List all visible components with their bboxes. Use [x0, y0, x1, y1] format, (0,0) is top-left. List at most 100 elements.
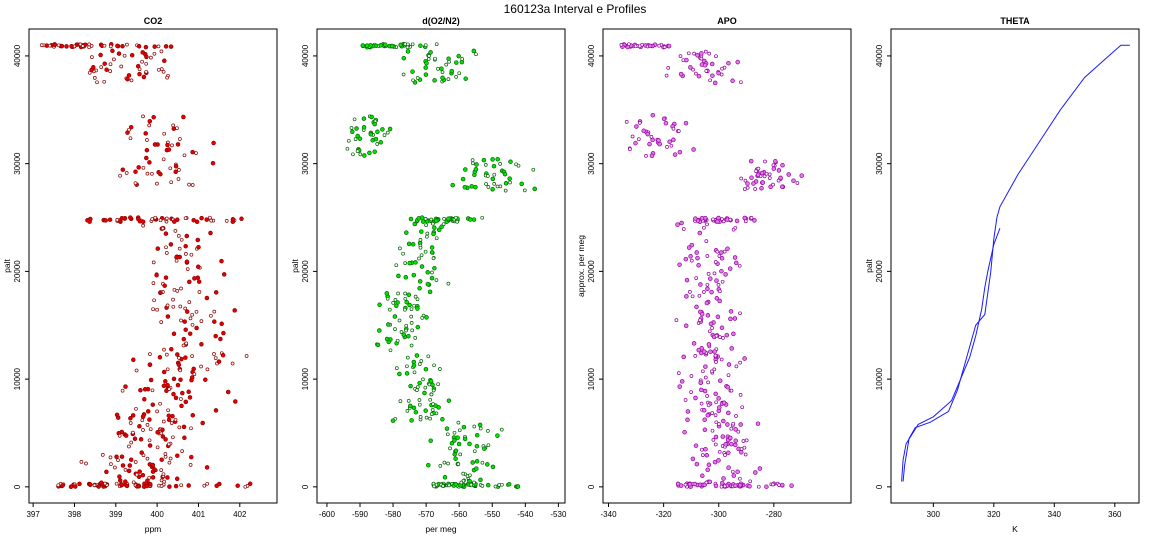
data-point [725, 246, 730, 251]
data-point [444, 62, 449, 67]
y-tick-label: 30000 [13, 152, 22, 175]
plot-area [39, 42, 253, 490]
data-point [98, 52, 103, 58]
data-point [168, 44, 174, 49]
data-point [483, 163, 488, 167]
data-point [171, 126, 177, 131]
data-point [159, 320, 164, 324]
data-point [468, 217, 473, 222]
data-point [220, 352, 226, 358]
data-point [406, 292, 412, 298]
data-point [152, 142, 158, 147]
plot-frame [602, 28, 852, 504]
data-point [719, 268, 724, 274]
point-group [408, 215, 485, 224]
data-point [165, 75, 169, 80]
data-point [372, 121, 377, 127]
data-point [701, 408, 707, 413]
data-point [131, 430, 135, 435]
data-point [722, 484, 727, 489]
data-point [123, 479, 128, 484]
data-point [726, 450, 731, 455]
data-point [665, 145, 669, 149]
data-point [68, 484, 74, 490]
data-point [647, 43, 653, 49]
data-point [694, 250, 699, 255]
data-point [167, 387, 172, 391]
panels: CO2 ppm palt 397 398 399 400 401 402 0 10000 20000 3… [2, 16, 1140, 534]
data-point [212, 352, 216, 356]
data-point [408, 383, 413, 389]
data-point [471, 161, 475, 166]
data-point [195, 237, 201, 243]
data-point [213, 290, 219, 295]
data-point [688, 290, 692, 294]
data-point [531, 167, 536, 172]
data-point [702, 349, 707, 354]
data-point [709, 61, 715, 67]
data-point [156, 44, 161, 49]
data-point [691, 67, 695, 72]
data-point [125, 76, 130, 82]
data-point [129, 78, 134, 83]
data-point [699, 401, 704, 406]
plot-area [619, 42, 804, 489]
data-point [169, 346, 174, 352]
data-point [418, 238, 423, 242]
data-point [515, 484, 521, 489]
data-point [474, 52, 478, 57]
data-point [383, 42, 388, 47]
data-point [460, 57, 465, 61]
theta-line-1 [902, 44, 1130, 482]
data-point [182, 153, 187, 158]
data-point [469, 482, 474, 487]
data-point [737, 482, 743, 488]
data-point [771, 482, 775, 487]
data-point [705, 222, 709, 227]
data-point [180, 390, 185, 396]
data-point [175, 453, 180, 458]
data-point [693, 395, 698, 401]
data-point [117, 433, 122, 438]
data-point [702, 417, 707, 422]
data-point [695, 255, 700, 261]
data-point [183, 355, 188, 360]
data-point [354, 126, 359, 131]
data-point [165, 303, 170, 308]
data-point [114, 412, 120, 418]
data-point [695, 53, 700, 58]
data-point [423, 408, 428, 413]
x-tick-label: -560 [451, 510, 468, 519]
figure-title: 160123a Interval e Profiles [504, 2, 647, 16]
data-point [703, 364, 708, 369]
data-point [432, 363, 436, 368]
data-point [446, 281, 451, 286]
y-tick-label: 30000 [301, 152, 310, 175]
data-point [417, 402, 422, 407]
data-point [720, 66, 724, 71]
data-point [704, 453, 710, 458]
data-point [171, 123, 175, 128]
data-point [429, 245, 435, 250]
data-point [353, 137, 358, 141]
data-point [190, 322, 195, 327]
data-point [144, 155, 149, 161]
data-point [127, 444, 131, 449]
data-point [703, 49, 708, 54]
data-point [130, 413, 136, 418]
data-point [184, 259, 190, 265]
data-point [163, 44, 169, 49]
data-point [408, 216, 414, 222]
data-point [729, 441, 734, 447]
data-point [733, 427, 738, 432]
data-point [352, 117, 357, 122]
data-point [749, 175, 754, 180]
data-point [391, 301, 396, 305]
data-point [183, 399, 189, 405]
data-point [719, 256, 725, 261]
data-point [140, 50, 145, 55]
data-point [771, 166, 777, 171]
data-point [708, 349, 713, 354]
data-point [508, 180, 512, 185]
data-point [723, 453, 727, 457]
